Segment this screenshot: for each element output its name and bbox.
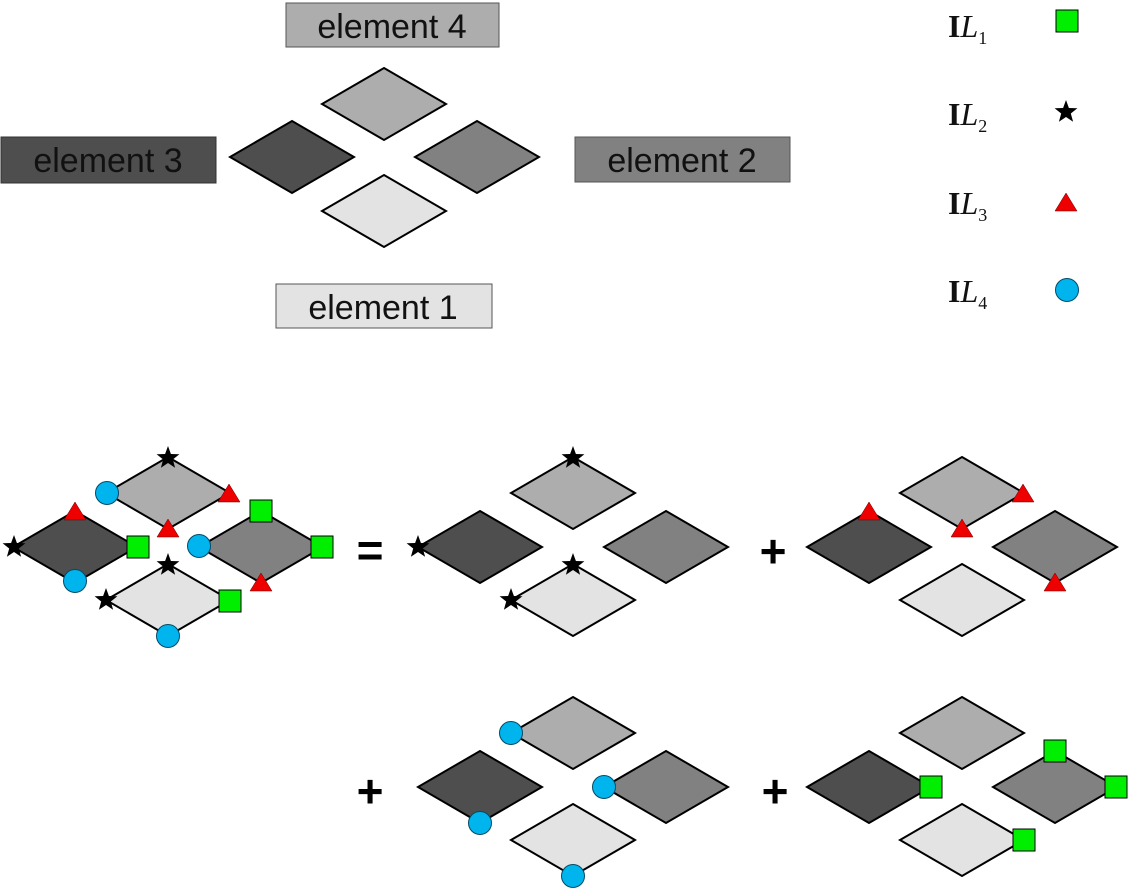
il3-triangle	[1043, 572, 1067, 592]
il4-circle	[561, 864, 585, 888]
combined-il4-circle	[63, 569, 87, 593]
combined-il2-star	[156, 446, 180, 468]
combined-il3-triangle	[249, 572, 273, 592]
combined-il4-circle	[187, 534, 211, 558]
combined-il1-square	[218, 589, 242, 613]
il4-circle	[592, 775, 616, 799]
il1-element-1-diamond	[898, 802, 1026, 878]
il4-circle	[468, 811, 492, 835]
il1-square	[1043, 739, 1067, 763]
top-element-3-diamond	[228, 119, 356, 195]
il3-element-4-diamond	[898, 455, 1026, 531]
combined-il1-square	[249, 499, 273, 523]
il3-element-3-diamond	[805, 509, 933, 585]
plus-sign-1: +	[760, 525, 787, 577]
element-1-label: element 1	[275, 283, 493, 329]
combined-il4-circle	[95, 481, 119, 505]
legend-marker-il4	[1055, 278, 1079, 302]
il2-star	[561, 446, 585, 468]
il4-element-4-diamond	[509, 695, 637, 771]
combined-element-4-diamond	[104, 455, 232, 531]
il2-element-4-diamond	[509, 455, 637, 531]
plus-sign-3: +	[762, 765, 789, 817]
equals-sign: =	[357, 524, 384, 576]
il1-element-4-diamond	[898, 695, 1026, 771]
il1-element-2-diamond	[991, 749, 1119, 825]
legend: IL1 IL2 IL3 IL4	[948, 8, 987, 313]
il4-element-2-diamond	[602, 749, 730, 825]
il2-star	[406, 535, 430, 557]
il3-triangle	[857, 501, 881, 521]
il2-star	[561, 553, 585, 575]
combined-il2-star	[156, 553, 180, 575]
combined-il2-star	[94, 588, 118, 610]
legend-marker-il1	[1055, 9, 1079, 33]
combined-il1-square	[126, 535, 150, 559]
legend-label-il3: IL3	[948, 185, 987, 225]
il3-triangle	[1011, 483, 1035, 503]
il1-square	[1012, 828, 1036, 852]
legend-label-il2: IL2	[948, 96, 987, 136]
combined-il3-triangle	[217, 483, 241, 503]
combined-il1-square	[310, 535, 334, 559]
element-3-label: element 3	[0, 136, 217, 184]
element-2-label-text: element 2	[607, 142, 756, 180]
element-4-label-text: element 4	[317, 8, 466, 46]
plus-sign-2: +	[357, 765, 384, 817]
legend-label-il1: IL1	[948, 8, 987, 48]
top-element-1-diamond	[320, 173, 448, 249]
element-4-label: element 4	[285, 2, 500, 48]
combined-il3-triangle	[63, 501, 87, 521]
il2-element-1-diamond	[509, 562, 637, 638]
element-1-label-text: element 1	[308, 289, 457, 327]
il1-square	[919, 775, 943, 799]
top-element-4-diamond	[320, 66, 448, 142]
il1-square	[1104, 775, 1128, 799]
combined-il2-star	[2, 535, 26, 557]
il2-star	[499, 588, 523, 610]
element-3-label-text: element 3	[33, 142, 182, 180]
legend-marker-il2	[1054, 100, 1078, 122]
combined-il4-circle	[156, 624, 180, 648]
combined-il3-triangle	[156, 518, 180, 538]
il3-triangle	[950, 518, 974, 538]
il2-element-2-diamond	[602, 509, 730, 585]
legend-marker-il3	[1054, 192, 1078, 212]
il2-element-3-diamond	[416, 509, 544, 585]
il3-element-1-diamond	[898, 562, 1026, 638]
il4-circle	[499, 721, 523, 745]
il3-element-2-diamond	[991, 509, 1119, 585]
legend-label-il4: IL4	[948, 273, 987, 313]
top-element-2-diamond	[413, 119, 541, 195]
element-2-label: element 2	[574, 136, 791, 183]
il1-element-3-diamond	[805, 749, 933, 825]
